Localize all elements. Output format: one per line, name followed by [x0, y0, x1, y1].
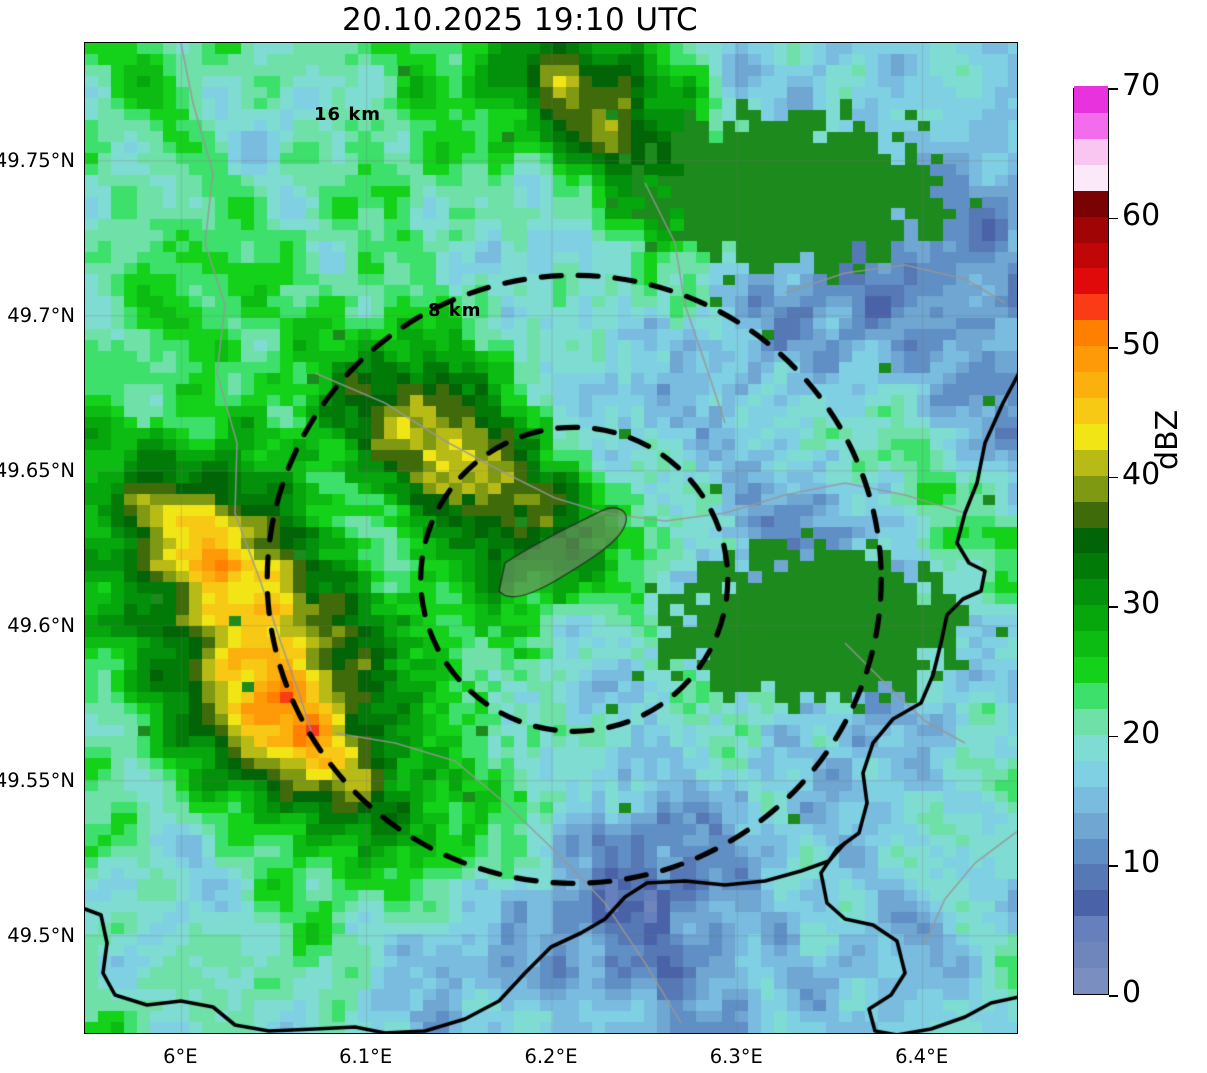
colorbar-segment — [1074, 552, 1108, 580]
colorbar-tick-mark — [1109, 865, 1118, 868]
colorbar-tick-label: 30 — [1122, 586, 1161, 622]
colorbar-tick-mark — [1109, 347, 1118, 349]
y-axis-tick-label: 49.75°N — [0, 148, 75, 172]
radar-reflectivity-layer — [85, 43, 1017, 1033]
colorbar-tick-label: 10 — [1122, 845, 1161, 881]
colorbar-tick-mark — [1109, 735, 1118, 738]
colorbar-segment — [1074, 604, 1108, 632]
colorbar-segment — [1074, 138, 1108, 165]
colorbar-segment — [1074, 889, 1108, 917]
colorbar-segment — [1074, 267, 1108, 295]
colorbar-segment — [1074, 449, 1108, 476]
colorbar-segment — [1074, 734, 1108, 761]
colorbar-segment — [1074, 189, 1108, 217]
colorbar-segment — [1074, 786, 1108, 813]
x-axis-tick-label: 6.1°E — [339, 1045, 393, 1068]
y-axis-tick-label: 49.6°N — [7, 613, 75, 637]
y-axis-tick-label: 49.7°N — [7, 303, 75, 327]
range-ring-label-16km: 16 km — [314, 104, 382, 125]
x-axis-tick-label: 6.3°E — [709, 1045, 763, 1068]
colorbar-segment — [1074, 215, 1108, 243]
colorbar-segment — [1074, 500, 1108, 528]
colorbar-tick-label: 20 — [1122, 715, 1161, 751]
colorbar-segment — [1074, 241, 1108, 269]
colorbar-segment — [1074, 578, 1108, 606]
colorbar-segment — [1074, 863, 1108, 891]
colorbar-segment — [1074, 86, 1108, 113]
colorbar-tick-mark — [1109, 606, 1118, 608]
colorbar-tick-label: 50 — [1122, 327, 1161, 363]
colorbar-tick-mark — [1109, 88, 1118, 90]
colorbar-segment — [1074, 397, 1108, 424]
colorbar-segment — [1074, 682, 1108, 709]
y-axis-tick-label: 49.55°N — [0, 768, 75, 792]
colorbar-tick-label: 40 — [1122, 456, 1161, 492]
y-axis-tick-label: 49.65°N — [0, 458, 75, 482]
colorbar-segment — [1074, 526, 1108, 554]
colorbar-segment — [1074, 293, 1108, 321]
colorbar[interactable] — [1073, 86, 1109, 995]
colorbar-segment — [1074, 630, 1108, 658]
x-axis-tick-label: 6°E — [163, 1045, 198, 1068]
range-ring-label-8km: 8 km — [428, 300, 482, 321]
x-axis-tick-label: 6.2°E — [524, 1045, 578, 1068]
colorbar-segment — [1074, 837, 1108, 865]
colorbar-segment — [1074, 941, 1108, 969]
colorbar-segment — [1074, 112, 1108, 139]
radar-plot-area[interactable] — [84, 42, 1018, 1034]
colorbar-tick-mark — [1109, 217, 1118, 220]
colorbar-segment — [1074, 760, 1108, 787]
x-axis-tick-label: 6.4°E — [895, 1045, 949, 1068]
colorbar-segment — [1074, 319, 1108, 347]
colorbar-tick-label: 70 — [1122, 68, 1161, 103]
colorbar-tick-mark — [1109, 995, 1118, 997]
colorbar-segment — [1074, 811, 1108, 839]
y-axis-tick-label: 49.5°N — [7, 923, 75, 947]
colorbar-tick-label: 60 — [1122, 197, 1161, 233]
colorbar-tick-mark — [1109, 476, 1118, 479]
page-title: 20.10.2025 19:10 UTC — [342, 2, 698, 38]
colorbar-segment — [1074, 345, 1108, 373]
colorbar-segment — [1074, 656, 1108, 684]
colorbar-segment — [1074, 708, 1108, 735]
colorbar-segment — [1074, 423, 1108, 450]
colorbar-segment — [1074, 967, 1108, 994]
colorbar-tick-label: 0 — [1122, 975, 1142, 1010]
colorbar-segment — [1074, 371, 1108, 398]
colorbar-segment — [1074, 475, 1108, 502]
colorbar-segment — [1074, 915, 1108, 943]
colorbar-title: dBZ — [1150, 409, 1185, 470]
colorbar-segment — [1074, 164, 1108, 191]
